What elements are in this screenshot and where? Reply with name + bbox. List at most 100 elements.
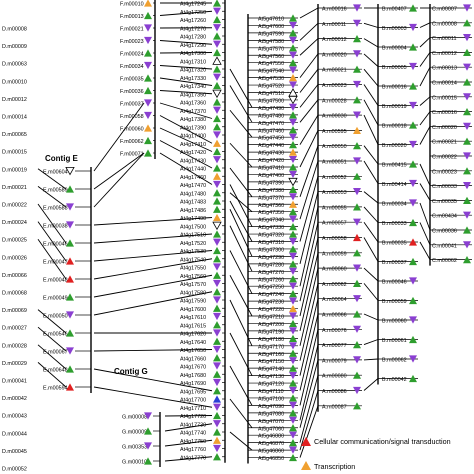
gene-label-at1: At4g17510 — [180, 233, 206, 239]
gene-label-a: A.m00079 — [322, 358, 347, 364]
gene-label-at1: At4g17290 — [180, 43, 206, 49]
gene-label-d: D.m00052 — [2, 467, 27, 473]
gene-label-at1: At4g17340 — [180, 84, 206, 90]
gene-at2-up-triangle-icon — [289, 409, 297, 417]
gene-at1-up-triangle-icon — [213, 453, 221, 461]
gene-label-d: D.m00028 — [2, 343, 27, 349]
synteny-link-at2-a — [299, 160, 319, 220]
gene-b-down-triangle-icon — [409, 316, 417, 324]
gene-label-at2: At5g47200 — [258, 322, 284, 328]
gene-label-at1: At4g17260 — [180, 18, 206, 24]
gene-at2-up-triangle-icon — [289, 364, 297, 372]
gene-at1-up-triangle-icon — [213, 255, 221, 263]
gene-label-at1: At4g17390 — [180, 125, 206, 131]
synteny-link-a-b — [363, 378, 379, 391]
gene-at2-up-triangle-icon — [289, 379, 297, 387]
gene-label-at2: At5g47220 — [258, 307, 284, 313]
gene-at2-up-triangle-icon — [289, 148, 297, 156]
gene-c-down-triangle-icon — [463, 122, 471, 130]
gene-label-g: G.m00353 — [122, 445, 147, 451]
gene-label-a: A.m00023 — [322, 83, 347, 89]
gene-at1-up-triangle-icon — [213, 213, 221, 222]
gene-label-c: C.m00033 — [432, 184, 457, 190]
gene-a-down-triangle-icon — [353, 295, 361, 303]
gene-label-at2: At5g47420 — [258, 158, 284, 164]
gene-a-down-triangle-icon — [353, 50, 361, 58]
gene-label-at2: At5g47410 — [258, 166, 284, 172]
synteny-link-at2-a — [299, 375, 319, 443]
gene-label-f: F.m00013 — [120, 14, 144, 20]
synteny-link-d-e — [37, 309, 67, 334]
gene-label-g: G.m00009 — [122, 430, 147, 436]
gene-a-up-triangle-icon — [353, 279, 361, 287]
gene-label-at2: At5g47310 — [258, 240, 284, 246]
gene-at2-down-triangle-icon — [289, 215, 297, 223]
gene-b-down-triangle-icon — [409, 199, 417, 207]
gene-label-c: C.m00008 — [432, 21, 457, 27]
gene-label-d: D.m00029 — [2, 361, 27, 367]
gene-at2-up-triangle-icon — [289, 126, 297, 134]
synteny-link-f-at1 — [159, 115, 213, 144]
gene-at2-down-triangle-icon — [289, 193, 297, 201]
gene-label-d: D.m00043 — [2, 414, 27, 420]
gene-e-up-triangle-icon — [66, 365, 74, 373]
gene-label-a: A.m00077 — [322, 343, 347, 349]
synteny-link-e-at1 — [93, 250, 213, 262]
gene-label-at1: At4g17720 — [180, 414, 206, 420]
gene-label-at1: At4g17410 — [180, 142, 206, 148]
gene-label-at1: At4g17430 — [180, 158, 206, 164]
gene-at1-up-triangle-icon — [213, 48, 221, 57]
gene-label-d: D.m00044 — [2, 431, 27, 437]
gene-at2-up-triangle-icon — [289, 439, 297, 447]
gene-label-b: B.m00046 — [382, 280, 407, 286]
gene-label-at1: At4g17350 — [180, 92, 206, 98]
synteny-link-b-c — [419, 241, 431, 260]
synteny-link-at2-a — [299, 206, 319, 287]
synteny-link-f-at1 — [159, 10, 213, 16]
gene-label-at2: At5g47240 — [258, 292, 284, 298]
gene-e-up-triangle-icon — [66, 239, 74, 247]
gene-at2-up-triangle-icon — [289, 111, 297, 119]
gene-at2-down-triangle-icon — [289, 297, 297, 305]
gene-at2-down-triangle-icon — [289, 103, 297, 111]
synteny-connectors — [37, 2, 431, 462]
gene-b-down-triangle-icon — [409, 179, 417, 188]
gene-a-down-triangle-icon — [353, 264, 361, 272]
gene-b-up-triangle-icon — [409, 82, 417, 90]
gene-at1-up-triangle-icon — [213, 436, 221, 444]
gene-label-e: E.m00594 — [43, 386, 68, 392]
synteny-link-at2-a — [299, 313, 319, 391]
gene-at2-up-triangle-icon — [289, 453, 297, 462]
gene-c-up-triangle-icon — [463, 78, 471, 86]
synteny-link-e-at1 — [93, 386, 213, 408]
gene-label-a: A.m00028 — [322, 98, 347, 104]
synteny-link-a-b — [363, 68, 379, 87]
gene-label-c: C.m00021 — [432, 140, 457, 146]
gene-label-at1: At4g17770 — [180, 455, 206, 461]
synteny-link-a-b — [363, 84, 379, 106]
gene-at1-down-triangle-icon — [213, 238, 221, 246]
gene-label-at2: At5g46870 — [258, 441, 284, 447]
gene-at1-up-triangle-icon — [213, 81, 221, 90]
gene-label-at2: At5g47550 — [258, 61, 284, 67]
gene-label-at2: At5g47440 — [258, 143, 284, 149]
gene-label-f: F.m00071 — [120, 152, 144, 158]
gene-label-at2: At5g47170 — [258, 344, 284, 350]
gene-label-a: A.m00076 — [322, 328, 347, 334]
gene-c-down-triangle-icon — [463, 63, 471, 71]
gene-c-up-triangle-icon — [463, 19, 471, 27]
gene-b-up-triangle-icon — [409, 257, 417, 266]
gene-label-d: D.m00019 — [2, 167, 27, 173]
gene-at1-up-triangle-icon — [213, 205, 221, 213]
synteny-link-b-c — [419, 126, 431, 145]
gene-at2-up-triangle-icon — [289, 185, 297, 193]
gene-label-b: B.m00060 — [382, 319, 407, 325]
gene-e-up-triangle-icon — [66, 275, 74, 283]
gene-label-b: B.m00016 — [382, 85, 407, 91]
synteny-link-at2-a — [299, 237, 319, 317]
gene-a-up-triangle-icon — [353, 35, 361, 43]
gene-label-e: E.m00648 — [43, 368, 68, 374]
gene-c-up-triangle-icon — [463, 196, 471, 204]
gene-label-d: D.m00068 — [2, 291, 27, 297]
